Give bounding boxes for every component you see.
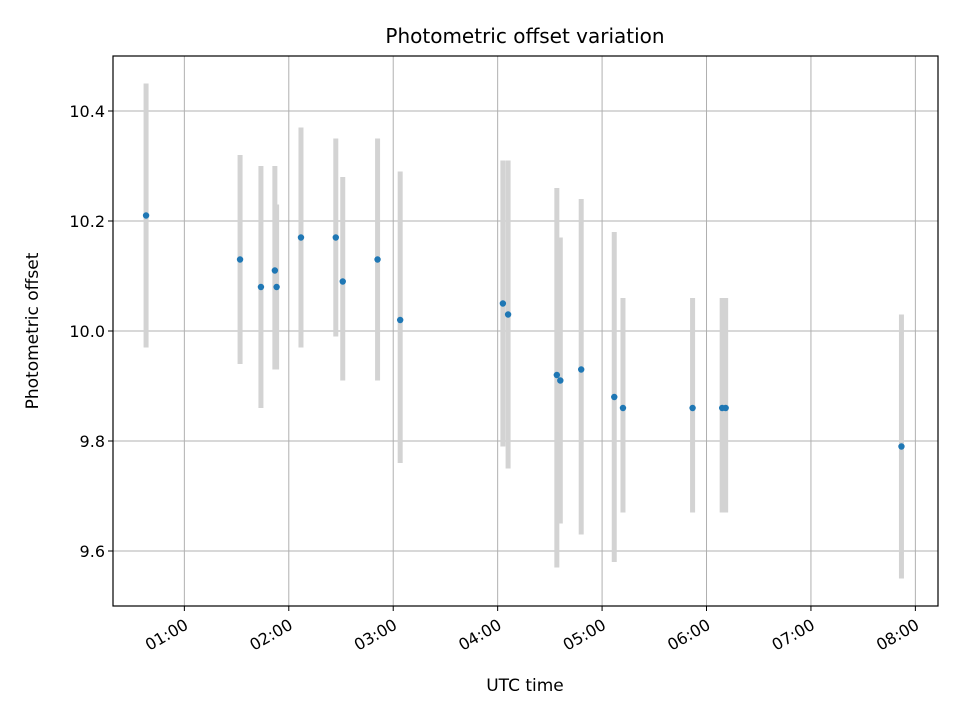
data-point (898, 443, 905, 450)
x-axis-title: UTC time (486, 676, 564, 696)
data-point (557, 377, 564, 384)
data-point (257, 283, 265, 291)
data-point (142, 212, 150, 219)
data-point (722, 404, 729, 412)
point-layer (142, 212, 905, 450)
data-point (339, 278, 346, 285)
data-point (499, 300, 507, 307)
data-point (577, 366, 585, 373)
y-tick-label: 10.0 (69, 322, 105, 341)
grid-layer (113, 56, 938, 606)
data-point (374, 256, 381, 263)
data-point (396, 316, 404, 324)
y-axis-title: Photometric offset (23, 252, 43, 409)
y-tick-label: 9.8 (80, 432, 105, 451)
y-tick-label: 10.2 (69, 212, 105, 231)
chart-title: Photometric offset variation (385, 24, 664, 48)
data-point (689, 404, 696, 412)
data-point (504, 311, 512, 318)
data-point (297, 234, 305, 241)
data-point (553, 371, 561, 379)
data-point (619, 404, 627, 412)
y-tick-label: 10.4 (69, 102, 105, 121)
data-point (271, 267, 279, 274)
data-point (332, 234, 339, 241)
data-point (236, 256, 244, 263)
data-point (273, 283, 280, 291)
y-tick-label: 9.6 (80, 542, 105, 561)
data-point (611, 393, 618, 401)
